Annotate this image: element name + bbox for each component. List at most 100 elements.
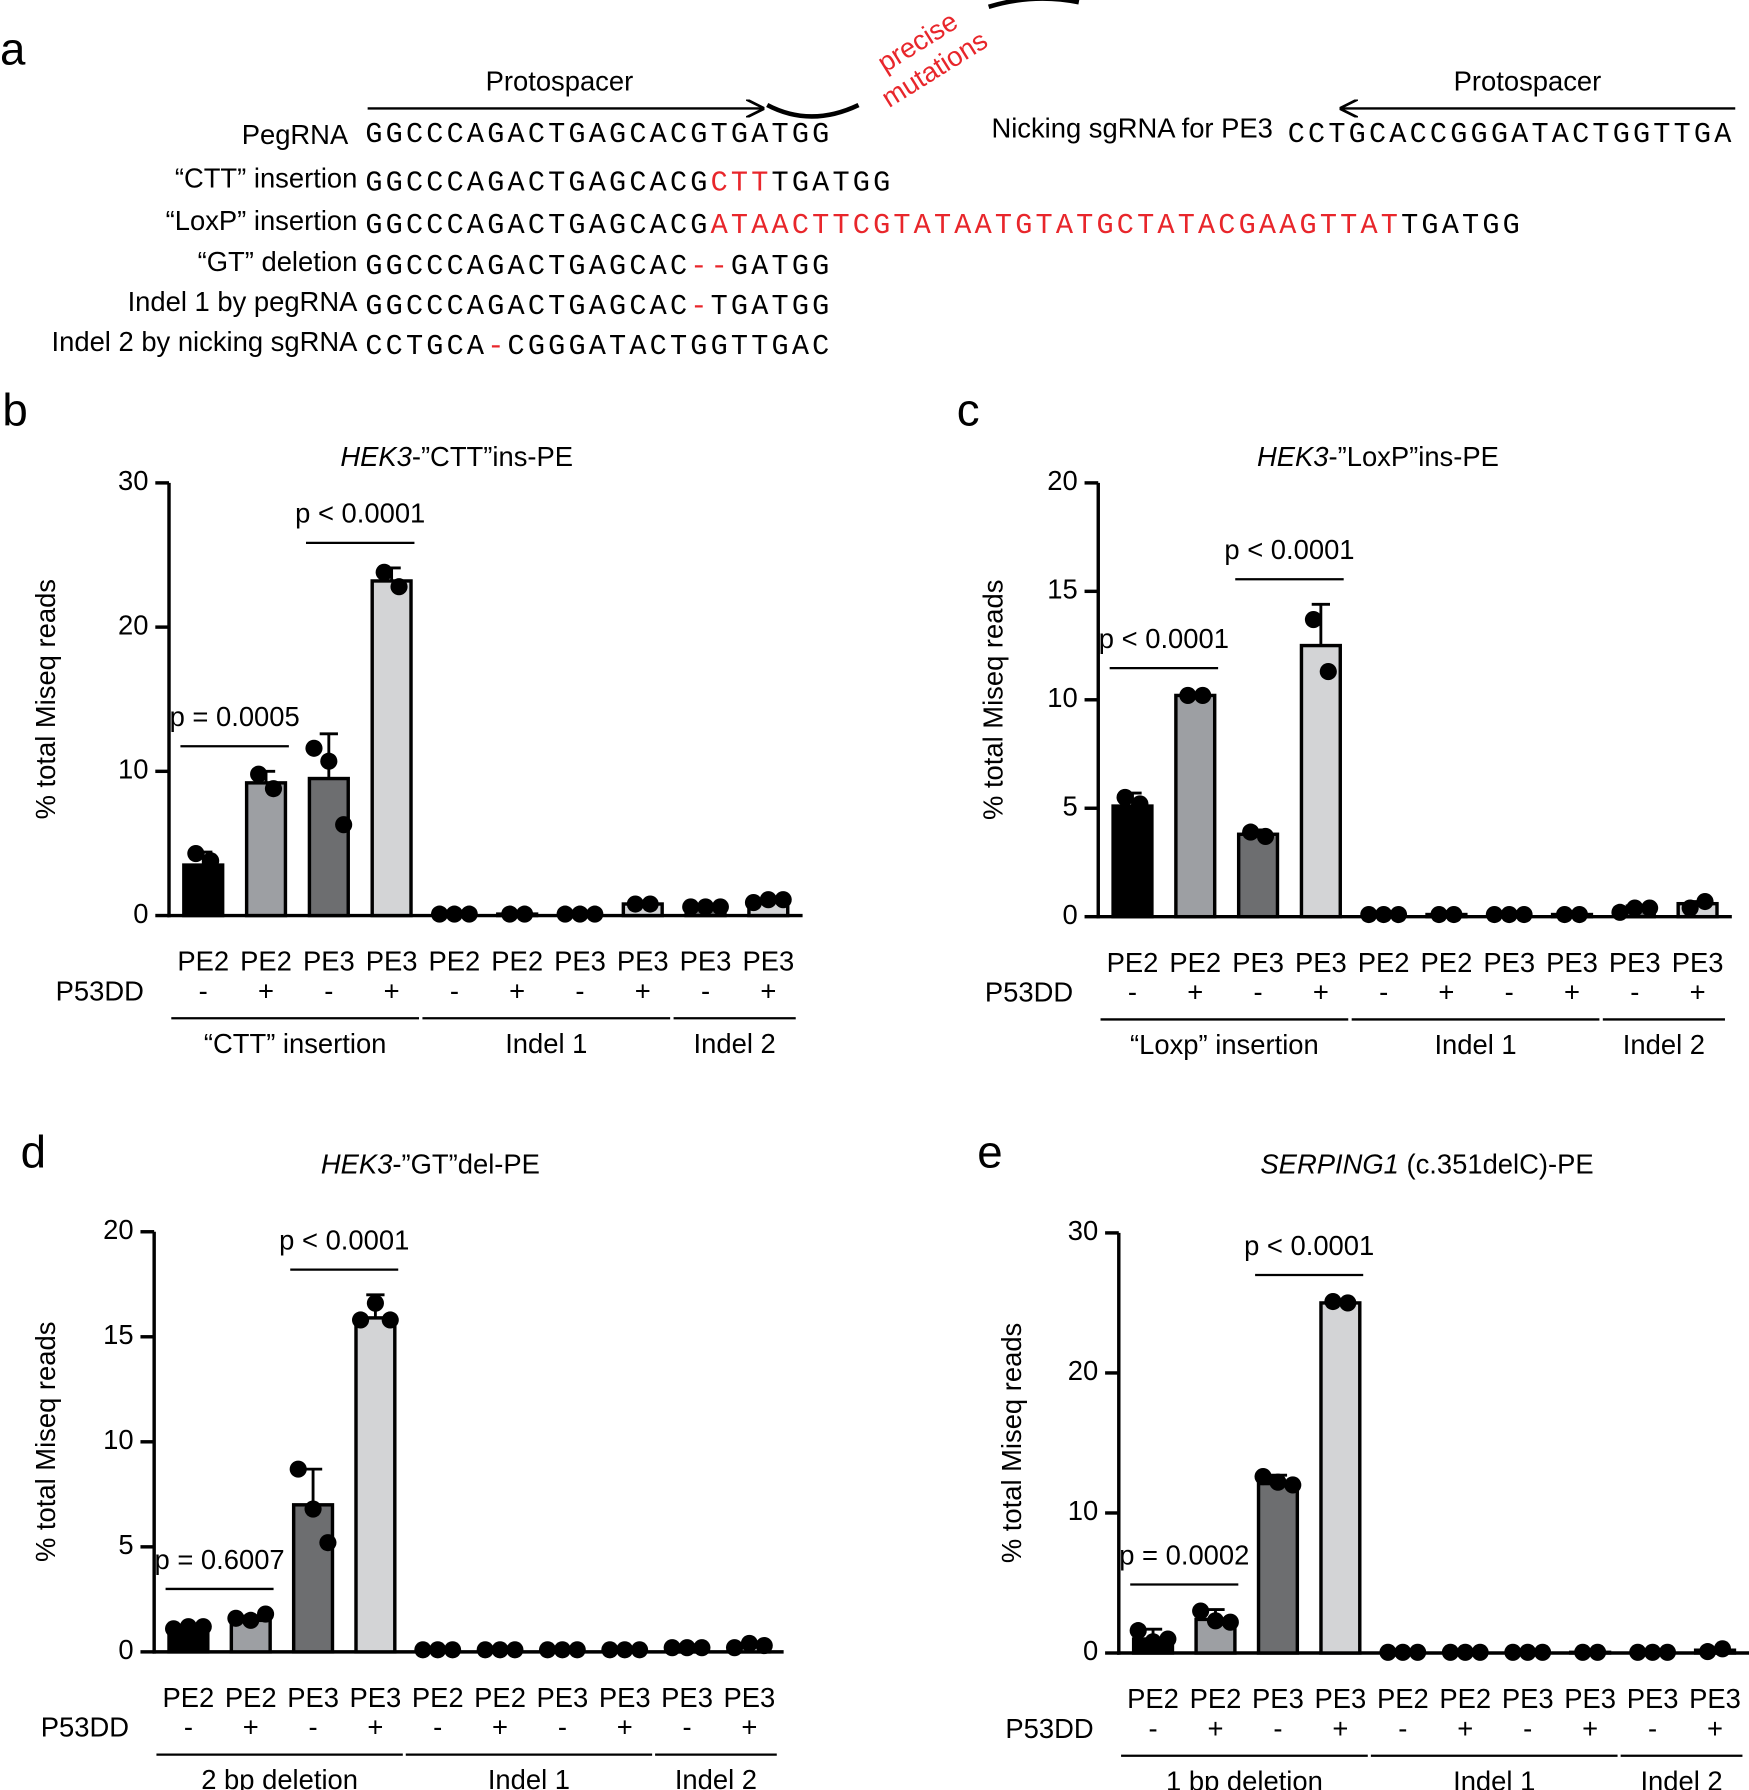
data-point <box>1206 1612 1225 1630</box>
group-label: 1 bp deletion <box>1166 1765 1323 1790</box>
p53dd-tick-label: + <box>1707 1713 1723 1744</box>
p53dd-tick-label: - <box>682 1712 691 1743</box>
panel-a: a Protospacer precise mutations Protospa… <box>0 0 1736 151</box>
data-point <box>696 898 715 916</box>
sequence-segment: GGCCCAGACTGAGCACG <box>365 208 710 241</box>
x-tick-label: PE3 <box>1232 947 1284 978</box>
data-point <box>631 1641 649 1659</box>
data-point <box>1713 1640 1732 1658</box>
data-point <box>601 1641 619 1659</box>
title-part: HEK3 <box>340 441 412 472</box>
p53dd-tick-label: + <box>741 1712 757 1743</box>
p-value: p = 0.6007 <box>154 1544 284 1575</box>
data-point <box>1574 1643 1592 1661</box>
chart-title: HEK3-”CTT”ins-PE <box>340 441 573 472</box>
p53dd-tick-label: + <box>384 975 400 1006</box>
y-tick-label: 5 <box>118 1529 133 1560</box>
data-point <box>202 852 220 870</box>
p-value: p = 0.0005 <box>170 701 300 732</box>
x-tick-label: PE2 <box>1358 947 1410 978</box>
p53dd-tick-label: + <box>1332 1713 1348 1744</box>
data-point <box>1504 1643 1522 1661</box>
data-point <box>1471 1643 1489 1661</box>
sequence: CCTGCA-CGGGATACTGGTTGAC <box>365 329 832 362</box>
p53dd-tick-label: - <box>1398 1713 1407 1744</box>
p53dd-tick-label: - <box>184 1712 193 1743</box>
data-point <box>1500 905 1518 924</box>
row-label: Indel 2 by nicking sgRNA <box>52 326 359 357</box>
data-point <box>304 1500 322 1518</box>
panel-letter: d <box>21 1126 46 1177</box>
sequence-segment: -- <box>690 250 731 283</box>
x-tick-label: PE3 <box>1483 947 1535 978</box>
sequence-segment: CGGGATACTGGTTGAC <box>508 329 833 362</box>
title-part: SERPING1 <box>1260 1149 1398 1180</box>
p53dd-tick-label: + <box>760 975 776 1006</box>
sequence-segment: TGATGG <box>772 166 894 199</box>
data-point <box>1430 905 1448 924</box>
x-tick-label: PE2 <box>1439 1683 1491 1714</box>
y-tick-label: 20 <box>1068 1355 1098 1386</box>
p53dd-tick-label: - <box>433 1712 442 1743</box>
data-point <box>491 1641 509 1659</box>
y-tick-label: 0 <box>118 1634 133 1665</box>
data-point <box>725 1639 744 1657</box>
data-point <box>693 1639 711 1657</box>
data-point <box>1242 823 1260 841</box>
title-part: -”CTT”ins-PE <box>412 441 573 472</box>
data-point <box>1533 1643 1552 1661</box>
data-point <box>1641 899 1659 917</box>
sequence-segment: TGATGG <box>711 289 833 322</box>
data-point <box>740 1634 758 1653</box>
group-label: “Loxp” insertion <box>1130 1029 1319 1060</box>
data-point <box>556 905 574 923</box>
row-label: Nicking sgRNA for PE3 <box>991 112 1272 143</box>
x-tick-label: PE2 <box>1169 947 1221 978</box>
p-value: p < 0.0001 <box>295 498 425 529</box>
p53dd-tick-label: + <box>1457 1713 1473 1744</box>
data-point <box>1394 1643 1412 1661</box>
bar <box>1174 693 1217 919</box>
data-point <box>257 1605 275 1623</box>
sequence: GGCCCAGACTGAGCAC--GATGG <box>365 250 832 283</box>
p53dd-tick-label: - <box>1128 977 1137 1008</box>
y-tick-label: 30 <box>1068 1215 1098 1246</box>
panel-letter: e <box>977 1126 1002 1177</box>
data-point <box>1379 1643 1397 1661</box>
data-point <box>1519 1643 1537 1661</box>
p53dd-tick-label: + <box>1187 977 1203 1008</box>
data-point <box>1360 905 1378 924</box>
data-point <box>1269 1473 1287 1491</box>
group-label: “CTT” insertion <box>204 1028 387 1059</box>
x-tick-label: PE3 <box>1252 1683 1304 1714</box>
p53dd-tick-label: + <box>1438 977 1454 1008</box>
bar <box>307 776 350 918</box>
data-point <box>429 1641 447 1659</box>
data-point <box>444 1641 462 1659</box>
data-point <box>1284 1476 1302 1494</box>
x-tick-label: PE2 <box>1190 1683 1242 1714</box>
data-point <box>1515 905 1533 924</box>
bar <box>370 579 413 918</box>
data-point <box>445 905 463 923</box>
data-point <box>1456 1643 1474 1661</box>
x-tick-label: PE2 <box>491 946 543 977</box>
data-point <box>1589 1643 1607 1661</box>
x-tick-label: PE3 <box>742 946 794 977</box>
data-point <box>682 898 700 916</box>
data-point <box>1131 795 1149 813</box>
data-point <box>755 1637 773 1655</box>
group-label: Indel 1 <box>488 1764 570 1790</box>
x-tick-label: PE2 <box>1421 947 1473 978</box>
p53dd-label: P53DD <box>1005 1713 1093 1744</box>
data-point <box>616 1641 634 1659</box>
x-tick-label: PE3 <box>1672 947 1724 978</box>
data-point <box>264 780 283 798</box>
p53dd-tick-label: - <box>309 1712 318 1743</box>
x-tick-label: PE3 <box>350 1682 402 1713</box>
data-point <box>1144 1633 1162 1651</box>
data-point <box>1256 827 1275 845</box>
sequence-segment: ATAACTTCGTATAATGTATGCTATACGAAGTTAT <box>711 208 1402 241</box>
data-point <box>1159 1630 1177 1648</box>
data-point <box>1192 1602 1210 1620</box>
